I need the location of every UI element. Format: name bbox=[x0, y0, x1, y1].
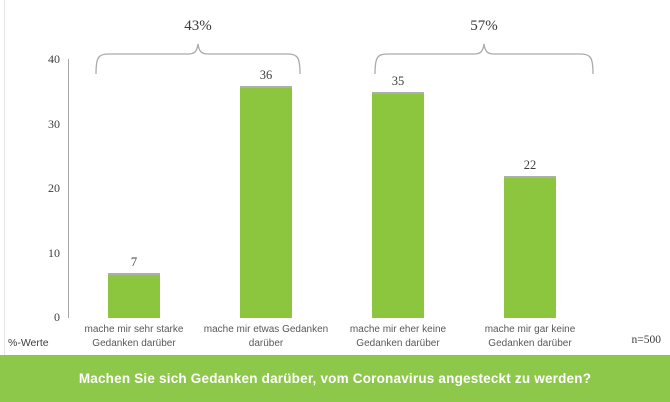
group-bracket bbox=[374, 43, 594, 75]
category-label-line: Gedanken darüber bbox=[488, 337, 572, 349]
bar-value-label: 22 bbox=[523, 158, 537, 172]
category-label-line: mache mir etwas Gedanken bbox=[203, 324, 329, 335]
bar bbox=[240, 86, 292, 318]
category-label: mache mir sehr starke Gedanken darüber bbox=[56, 323, 212, 350]
category-label-line: mache mir gar keine bbox=[484, 324, 576, 335]
group-percent-label: 43% bbox=[184, 18, 212, 34]
bar-value-label: 36 bbox=[259, 68, 273, 82]
bar bbox=[108, 273, 160, 318]
y-tick-label: 40 bbox=[48, 52, 60, 66]
y-tick-label: 20 bbox=[48, 181, 60, 195]
sample-size-label: n=500 bbox=[631, 334, 662, 346]
category-label-line: mache mir eher keine bbox=[349, 324, 447, 335]
category-label-line: Gedanken darüber bbox=[92, 337, 176, 349]
group-bracket bbox=[95, 43, 301, 75]
bar bbox=[504, 176, 556, 318]
left-edge-divider bbox=[4, 0, 5, 355]
bar-value-label: 7 bbox=[130, 255, 138, 269]
category-label-line: mache mir sehr starke bbox=[84, 324, 184, 335]
category-label-line: darüber bbox=[248, 337, 284, 349]
question-banner: Machen Sie sich Gedanken darüber, vom Co… bbox=[0, 355, 670, 402]
question-text: Machen Sie sich Gedanken darüber, vom Co… bbox=[78, 371, 592, 386]
group-percent-label: 57% bbox=[470, 18, 498, 34]
category-label: mache mir etwas Gedanken darüber bbox=[188, 323, 344, 350]
y-axis-unit-note: %-Werte bbox=[8, 337, 49, 349]
y-tick-label: 30 bbox=[48, 116, 60, 131]
bar-value-label: 35 bbox=[391, 74, 405, 88]
category-label-line: Gedanken darüber bbox=[356, 337, 440, 349]
bar bbox=[372, 92, 424, 318]
y-axis-line bbox=[68, 59, 69, 318]
y-tick-label: 0 bbox=[54, 310, 60, 324]
y-tick-label: 10 bbox=[48, 245, 60, 260]
category-label: mache mir eher keine Gedanken darüber bbox=[320, 323, 476, 350]
category-label: mache mir gar keine Gedanken darüber bbox=[452, 323, 608, 350]
